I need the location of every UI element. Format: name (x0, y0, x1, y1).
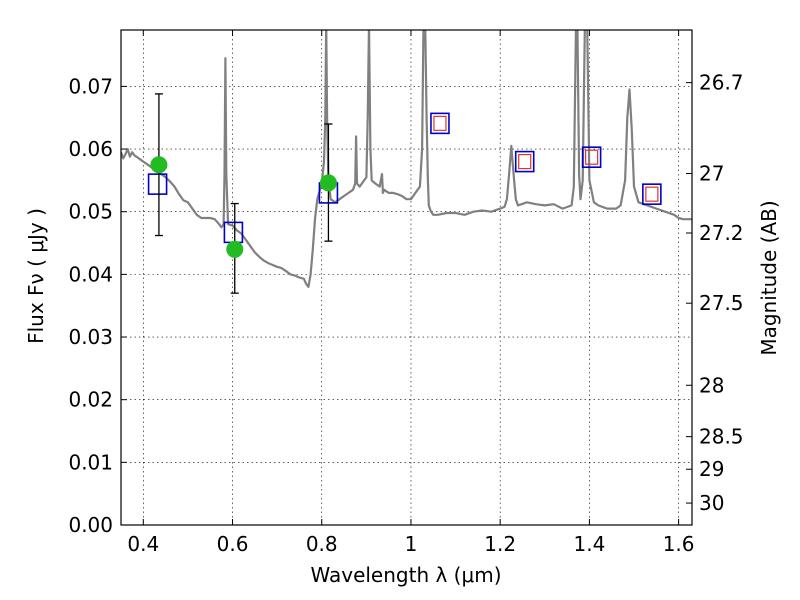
y-tick-label: 0.02 (68, 388, 113, 412)
right-tick-label: 29 (699, 457, 724, 481)
y-tick-label: 0.00 (68, 513, 113, 537)
model-photometry-square (430, 112, 450, 135)
model-photometry-inner-square (645, 186, 659, 202)
y-axis-ticks: 0.00 0.01 0.02 0.03 0.04 0.05 0.06 0.07 (68, 74, 127, 537)
model-photometry-inner-square (585, 149, 599, 165)
right-tick-label: 27 (699, 161, 724, 185)
axes-frame (120, 29, 693, 526)
y-tick-label: 0.03 (68, 325, 113, 349)
right-tick-label: 30 (699, 491, 724, 515)
x-tick-label: 0.6 (217, 532, 249, 556)
right-tick-label: 27.5 (699, 291, 744, 315)
model-photometry-square (642, 183, 662, 205)
model-photometry-square (581, 146, 602, 168)
plot-clip-group (121, 30, 692, 294)
right-axis-title: Magnitude (AB) (757, 200, 781, 355)
grid-lines (121, 30, 692, 526)
observed-flux-point (319, 174, 337, 192)
right-tick-label: 26.7 (699, 71, 744, 95)
right-tick-label: 27.2 (699, 221, 744, 245)
model-photometry-square (147, 173, 168, 195)
spectrum-line (121, 30, 692, 288)
y-axis-title: Flux Fν ( μJy ) (24, 208, 48, 344)
right-tick-label: 28 (699, 373, 724, 397)
x-tick-label: 1.6 (663, 532, 695, 556)
y-tick-label: 0.04 (68, 262, 113, 286)
model-photometry-inner-square (518, 153, 532, 170)
right-tick-label: 28.5 (699, 425, 744, 449)
x-axis-ticks: 0.4 0.6 0.8 1 1.2 1.4 1.6 (127, 30, 695, 556)
y-tick-label: 0.06 (68, 137, 113, 161)
y-tick-label: 0.01 (68, 450, 113, 474)
model-photometry-inner-square (433, 115, 447, 131)
model-photometry-square (514, 150, 535, 173)
observed-flux-point (226, 240, 244, 258)
x-tick-label: 0.4 (127, 532, 159, 556)
x-tick-label: 0.8 (306, 532, 338, 556)
x-axis-title: Wavelength λ (μm) (310, 563, 501, 587)
plot-area (121, 30, 692, 294)
x-tick-label: 1.2 (484, 532, 516, 556)
y-tick-label: 0.07 (68, 74, 113, 98)
x-tick-label: 1 (405, 532, 418, 556)
observed-flux-point (150, 156, 168, 174)
right-axis-ticks: 26.7 27 27.2 27.5 28 28.5 29 30 (686, 71, 744, 515)
y-tick-label: 0.05 (68, 200, 113, 224)
x-tick-label: 1.4 (573, 532, 605, 556)
